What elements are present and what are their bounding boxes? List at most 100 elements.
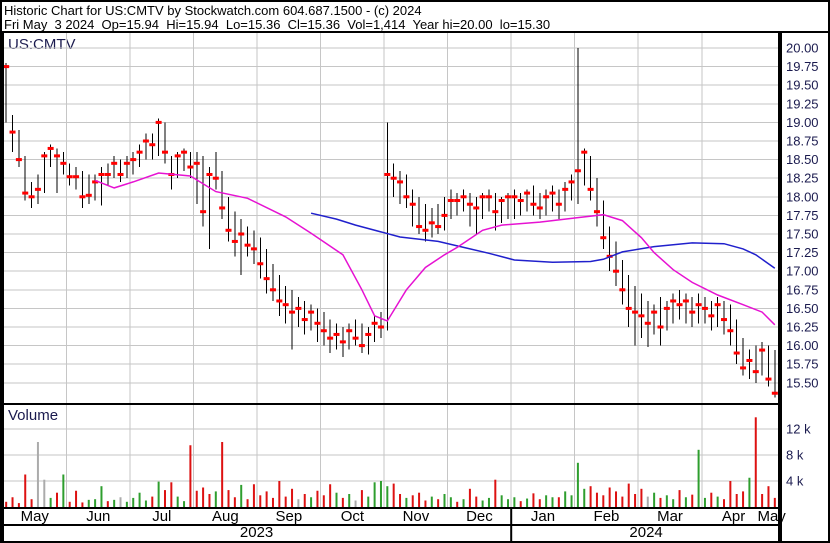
close-tick	[377, 325, 384, 329]
volume-bar	[329, 484, 332, 507]
volume-bar	[589, 486, 592, 507]
volume-bar	[360, 490, 363, 507]
volume-bar	[487, 497, 490, 507]
close-tick	[47, 146, 54, 150]
volume-bar	[176, 496, 179, 507]
close-tick	[53, 154, 60, 158]
close-tick	[543, 195, 550, 199]
volume-bar	[595, 492, 598, 507]
close-tick	[733, 351, 740, 355]
close-tick	[536, 206, 543, 210]
volume-bar	[773, 497, 776, 507]
volume-bar	[221, 442, 224, 507]
close-tick	[193, 161, 200, 165]
volume-bar	[411, 495, 414, 507]
close-tick	[79, 195, 86, 199]
volume-bar	[119, 497, 122, 507]
volume-bar	[373, 482, 376, 507]
close-tick	[231, 239, 238, 243]
volume-bar	[297, 499, 300, 507]
close-tick	[34, 187, 41, 191]
volume-bar	[144, 500, 147, 507]
volume-bar	[703, 497, 706, 507]
close-tick	[695, 303, 702, 307]
volume-bar	[170, 482, 173, 507]
price-axis-label: 17.75	[786, 208, 819, 223]
volume-bar	[157, 481, 160, 507]
close-tick	[473, 206, 480, 210]
price-axis-label: 17.50	[786, 227, 819, 242]
volume-xaxis-divider	[0, 507, 782, 509]
month-label: Apr	[722, 508, 745, 525]
volume-bar	[278, 481, 281, 507]
volume-bar	[583, 488, 586, 507]
volume-bar	[341, 497, 344, 507]
volume-bar	[526, 498, 529, 507]
price-axis-label: 19.00	[786, 115, 819, 130]
volume-bar	[665, 495, 668, 507]
close-tick	[358, 344, 365, 348]
volume-bar	[545, 495, 548, 507]
volume-bar	[291, 488, 294, 507]
close-tick	[3, 65, 10, 69]
month-label: Jun	[86, 508, 110, 525]
volume-bar	[113, 499, 116, 507]
close-tick	[562, 187, 569, 191]
volume-bar	[55, 492, 58, 507]
close-tick	[149, 143, 156, 147]
volume-bar	[125, 501, 128, 507]
price-axis-label: 19.50	[786, 78, 819, 93]
price-axis-label: 16.25	[786, 320, 819, 335]
volume-bar	[367, 496, 370, 507]
close-tick	[600, 236, 607, 240]
close-tick	[625, 306, 632, 310]
year-divider	[510, 507, 513, 541]
volume-bar	[443, 494, 446, 507]
volume-bar	[691, 494, 694, 507]
close-tick	[632, 310, 639, 314]
price-volume-divider	[0, 403, 782, 405]
moving-average-lines	[94, 172, 776, 326]
close-tick	[765, 377, 772, 381]
price-axis-label: 18.25	[786, 171, 819, 186]
month-label: Dec	[466, 508, 493, 525]
volume-bar	[710, 492, 713, 507]
volume-bar	[30, 499, 33, 507]
volume-bar	[106, 501, 109, 507]
volume-bar	[316, 490, 319, 507]
axis-labels: 20.00 19.75 19.50 19.25 19.00 18.75 18.50 18.25…	[21, 41, 819, 541]
price-axis-label: 18.75	[786, 134, 819, 149]
close-tick	[200, 210, 207, 214]
gridlines	[3, 33, 778, 507]
volume-bar	[195, 490, 198, 507]
close-tick	[663, 306, 670, 310]
close-tick	[352, 336, 359, 340]
volume-bar	[437, 499, 440, 507]
close-tick	[428, 221, 435, 225]
close-tick	[320, 329, 327, 333]
close-tick	[397, 180, 404, 184]
month-label: Nov	[403, 508, 430, 525]
ohlc-bars	[3, 48, 778, 398]
price-axis-label: 20.00	[786, 41, 819, 56]
close-tick	[161, 150, 168, 154]
volume-bar	[615, 491, 618, 507]
volume-bar	[392, 483, 395, 507]
year-label: 2023	[240, 524, 273, 541]
close-tick	[613, 269, 620, 273]
close-tick	[746, 358, 753, 362]
close-tick	[28, 195, 35, 199]
volume-bar	[62, 474, 65, 507]
close-tick	[263, 277, 270, 281]
close-tick	[555, 202, 562, 206]
close-tick	[289, 310, 296, 314]
volume-bar	[507, 499, 510, 507]
close-tick	[269, 288, 276, 292]
close-tick	[123, 161, 130, 165]
volume-bar	[214, 491, 217, 507]
close-tick	[530, 202, 537, 206]
volume-bar	[43, 479, 46, 507]
volume-bar	[379, 481, 382, 507]
month-label: Aug	[212, 508, 239, 525]
